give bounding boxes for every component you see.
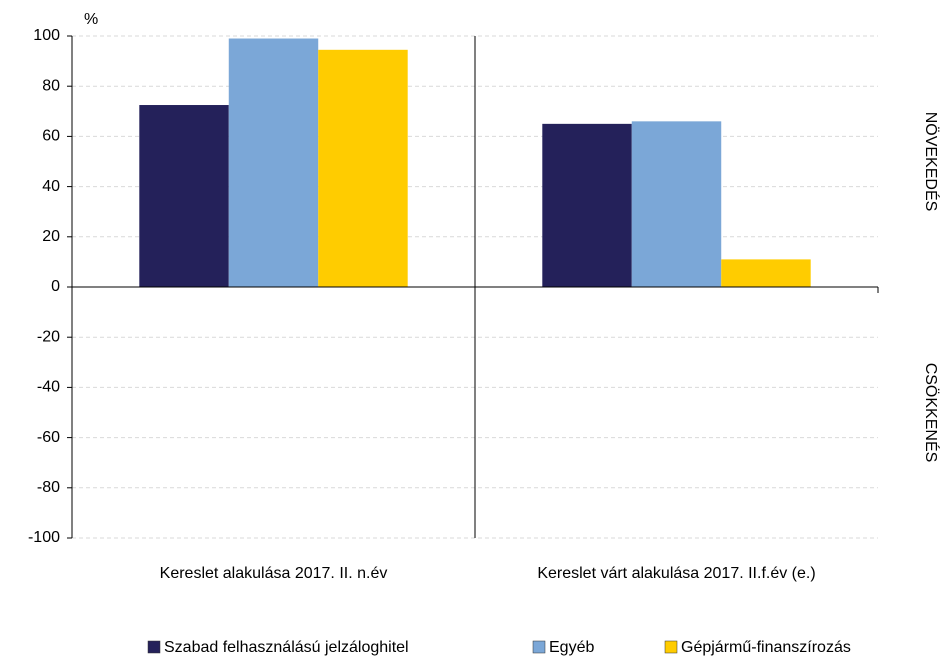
bar: [228, 38, 319, 288]
legend-swatch: [147, 640, 161, 654]
annotation: NÖVEKEDÉS: [922, 112, 941, 212]
legend-label: Gépjármű-finanszírozás: [681, 639, 851, 656]
y-tick-label: 20: [42, 228, 60, 245]
y-tick-label: 40: [42, 178, 60, 195]
bar: [631, 121, 722, 287]
legend-label: Szabad felhasználású jelzáloghitel: [164, 639, 409, 656]
annotation: CSÖKKENÉS: [922, 363, 941, 463]
bar: [542, 123, 632, 287]
y-tick-label: 60: [42, 128, 60, 145]
y-tick-label: -60: [37, 429, 60, 446]
legend-label: Egyéb: [549, 639, 594, 656]
bar: [139, 105, 229, 288]
x-tick-label: Kereslet alakulása 2017. II. n.év: [160, 565, 388, 582]
y-tick-label: 80: [42, 77, 60, 94]
y-tick-label: 0: [51, 278, 60, 295]
y-axis-label: %: [84, 11, 98, 28]
y-tick-label: 100: [33, 27, 60, 44]
y-tick-label: -20: [37, 328, 60, 345]
x-tick-label: Kereslet várt alakulása 2017. II.f.év (e…: [537, 565, 815, 582]
legend-swatch: [664, 640, 678, 654]
bar: [721, 259, 811, 287]
y-tick-label: -40: [37, 379, 60, 396]
y-tick-label: -100: [28, 529, 60, 546]
bar: [318, 49, 408, 288]
y-tick-label: -80: [37, 479, 60, 496]
legend-swatch: [532, 640, 546, 654]
